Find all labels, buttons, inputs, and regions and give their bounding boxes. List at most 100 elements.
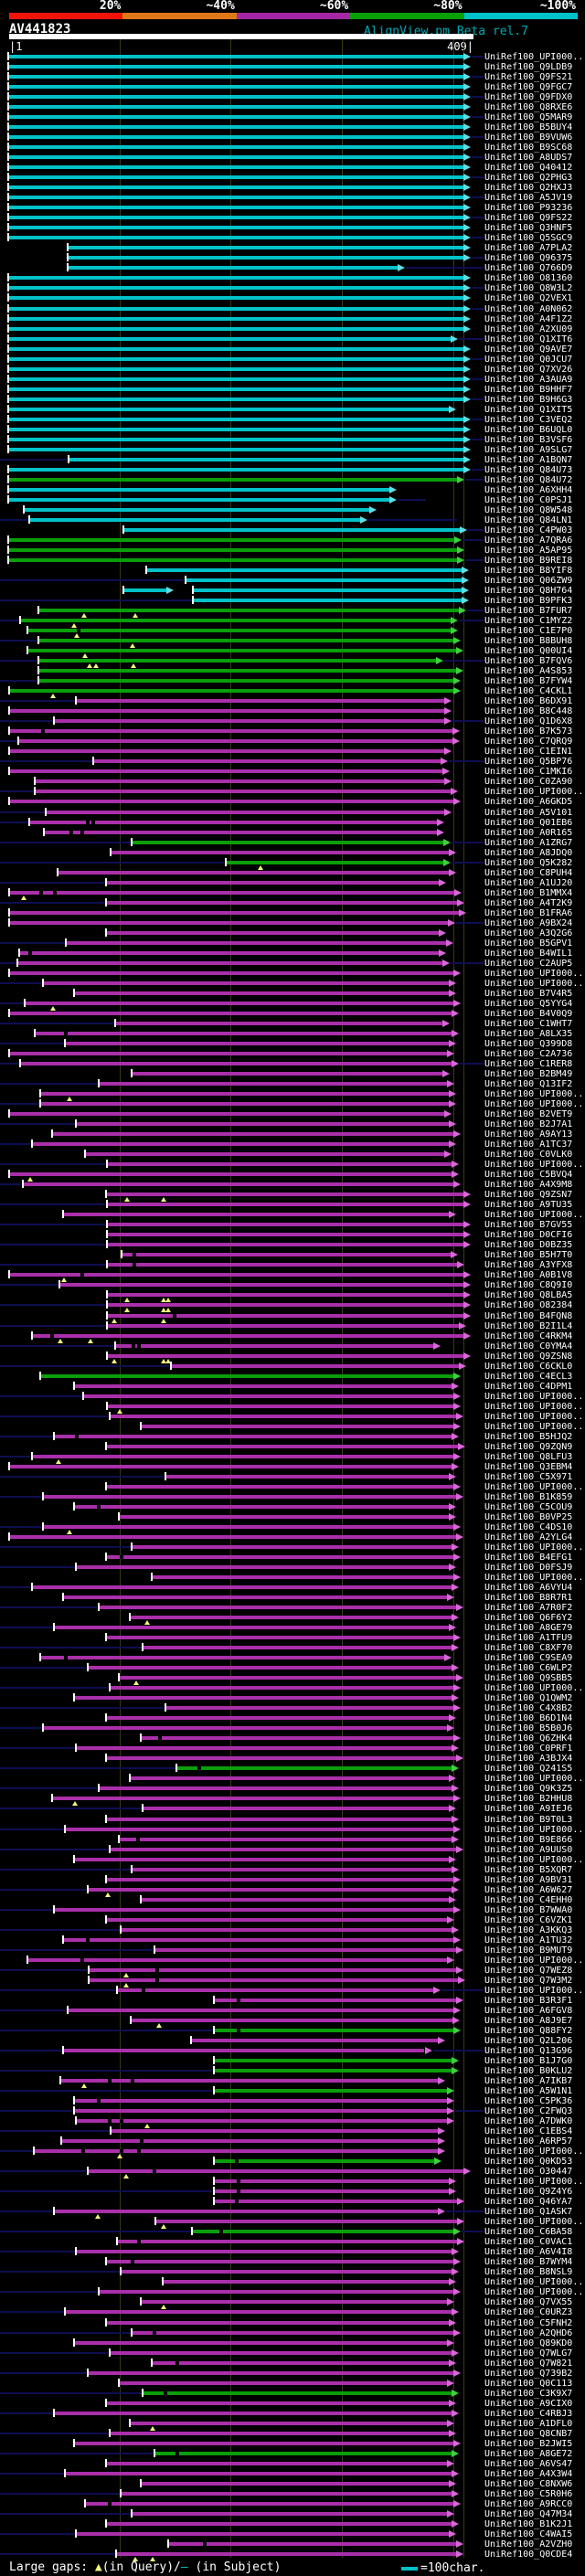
subject-label[interactable]: UniRef100_Q8W548: [484, 505, 573, 515]
subject-label[interactable]: UniRef100_C1RER8: [484, 1059, 573, 1069]
subject-label[interactable]: UniRef100_A1DFL0: [484, 2419, 573, 2429]
subject-label[interactable]: UniRef100_B0VP25: [484, 1512, 573, 1522]
subject-label[interactable]: UniRef100_Q13G96: [484, 2046, 573, 2056]
subject-label[interactable]: UniRef100_UPI000..: [484, 1986, 584, 1996]
subject-label[interactable]: UniRef100_C6WLP2: [484, 1663, 573, 1673]
subject-label[interactable]: UniRef100_Q9FS22: [484, 213, 573, 223]
subject-label[interactable]: UniRef100_C1MKI6: [484, 767, 573, 777]
subject-label[interactable]: UniRef100_C4PW03: [484, 525, 573, 535]
subject-label[interactable]: UniRef100_UPI000..: [484, 1774, 584, 1784]
subject-label[interactable]: UniRef100_B5H7T0: [484, 1250, 573, 1260]
subject-label[interactable]: UniRef100_D0CFI6: [484, 1230, 573, 1240]
subject-label[interactable]: UniRef100_A3YFX8: [484, 1260, 573, 1270]
subject-label[interactable]: UniRef100_B9H6G3: [484, 395, 573, 405]
subject-label[interactable]: UniRef100_UPI000..: [484, 1542, 584, 1553]
subject-label[interactable]: UniRef100_Q40412: [484, 163, 573, 173]
subject-label[interactable]: UniRef100_B5B0J6: [484, 1723, 573, 1733]
subject-label[interactable]: UniRef100_A9CIX0: [484, 2399, 573, 2409]
subject-label[interactable]: UniRef100_B3VSF6: [484, 435, 573, 445]
subject-label[interactable]: UniRef100_B4EFG1: [484, 1553, 573, 1563]
subject-label[interactable]: UniRef100_Q9K3Z5: [484, 1784, 573, 1794]
subject-label[interactable]: UniRef100_C8PUH4: [484, 868, 573, 878]
subject-label[interactable]: UniRef100_C6BA58: [484, 2227, 573, 2237]
subject-label[interactable]: UniRef100_Q6F6Y2: [484, 1613, 573, 1623]
subject-label[interactable]: UniRef100_UPI000..: [484, 2217, 584, 2227]
subject-label[interactable]: UniRef100_A8GE79: [484, 1623, 573, 1633]
subject-label[interactable]: UniRef100_B2BM49: [484, 1069, 573, 1079]
subject-label[interactable]: UniRef100_C2A736: [484, 1049, 573, 1059]
subject-label[interactable]: UniRef100_Q9FDX0: [484, 92, 573, 102]
subject-label[interactable]: UniRef100_Q1D6X8: [484, 716, 573, 726]
subject-label[interactable]: UniRef100_B8C448: [484, 706, 573, 716]
subject-label[interactable]: UniRef100_C5BVQ4: [484, 1170, 573, 1180]
subject-label[interactable]: UniRef100_Q8LFU3: [484, 1452, 573, 1462]
subject-label[interactable]: UniRef100_B6D1N4: [484, 1713, 573, 1723]
subject-label[interactable]: UniRef100_B2VET9: [484, 1109, 573, 1119]
subject-label[interactable]: UniRef100_C4RKM4: [484, 1331, 573, 1341]
subject-label[interactable]: UniRef100_Q9ZQN9: [484, 1442, 573, 1452]
subject-label[interactable]: UniRef100_B2JWI5: [484, 2439, 573, 2449]
subject-label[interactable]: UniRef100_Q3EBM4: [484, 1462, 573, 1472]
subject-label[interactable]: UniRef100_C1MYZ2: [484, 616, 573, 626]
subject-label[interactable]: UniRef100_B4FQN8: [484, 1311, 573, 1321]
subject-label[interactable]: UniRef100_Q01EB6: [484, 818, 573, 828]
subject-label[interactable]: UniRef100_UPI000..: [484, 1573, 584, 1583]
subject-label[interactable]: UniRef100_B2HHU8: [484, 1794, 573, 1804]
subject-label[interactable]: UniRef100_Q5SGC9: [484, 233, 573, 243]
subject-label[interactable]: UniRef100_A3KKQ3: [484, 1925, 573, 1935]
subject-label[interactable]: UniRef100_Q84U73: [484, 465, 573, 475]
subject-label[interactable]: UniRef100_A9UUS0: [484, 1845, 573, 1855]
subject-label[interactable]: UniRef100_B1FRA6: [484, 908, 573, 918]
subject-label[interactable]: UniRef100_Q00UI4: [484, 646, 573, 656]
subject-label[interactable]: UniRef100_C0YMA4: [484, 1341, 573, 1352]
subject-label[interactable]: UniRef100_Q739B2: [484, 2369, 573, 2379]
subject-label[interactable]: UniRef100_B1K859: [484, 1492, 573, 1502]
subject-label[interactable]: UniRef100_Q7W3M2: [484, 1976, 573, 1986]
subject-label[interactable]: UniRef100_C3K9X7: [484, 2389, 573, 2399]
subject-label[interactable]: UniRef100_C5X971: [484, 1472, 573, 1482]
subject-label[interactable]: UniRef100_Q7W821: [484, 2359, 573, 2369]
subject-label[interactable]: UniRef100_A7IKB7: [484, 2076, 573, 2086]
subject-label[interactable]: UniRef100_C2FWQ3: [484, 2106, 573, 2116]
subject-label[interactable]: UniRef100_Q241S5: [484, 1764, 573, 1774]
subject-label[interactable]: UniRef100_Q8LBA5: [484, 1290, 573, 1300]
subject-label[interactable]: UniRef100_C4CKL1: [484, 686, 573, 696]
subject-label[interactable]: UniRef100_C4X8B2: [484, 1703, 573, 1713]
subject-label[interactable]: UniRef100_B2I1L4: [484, 1321, 573, 1331]
subject-label[interactable]: UniRef100_B8YIF8: [484, 566, 573, 576]
subject-label[interactable]: UniRef100_A9BX24: [484, 918, 573, 928]
subject-label[interactable]: UniRef100_O81360: [484, 273, 573, 283]
subject-label[interactable]: UniRef100_A9BV31: [484, 1875, 573, 1885]
subject-label[interactable]: UniRef100_B9T0L3: [484, 1815, 573, 1825]
subject-label[interactable]: UniRef100_B1J7G0: [484, 2056, 573, 2066]
subject-label[interactable]: UniRef100_UPI000..: [484, 1210, 584, 1220]
subject-label[interactable]: UniRef100_Q2VEX1: [484, 293, 573, 303]
subject-label[interactable]: UniRef100_UPI000..: [484, 2177, 584, 2187]
subject-label[interactable]: UniRef100_B2J7A1: [484, 1119, 573, 1129]
subject-label[interactable]: UniRef100_Q766D9: [484, 263, 573, 273]
subject-label[interactable]: UniRef100_A1TC37: [484, 1140, 573, 1150]
subject-label[interactable]: UniRef100_C4DS10: [484, 1522, 573, 1532]
subject-label[interactable]: UniRef100_B7WYM4: [484, 2257, 573, 2267]
subject-label[interactable]: UniRef100_C4EHH0: [484, 1895, 573, 1905]
subject-label[interactable]: UniRef100_Q7WLG7: [484, 2348, 573, 2359]
subject-label[interactable]: UniRef100_UPI000..: [484, 2147, 584, 2157]
subject-label[interactable]: UniRef100_Q2L206: [484, 2036, 573, 2046]
subject-label[interactable]: UniRef100_Q1QWM2: [484, 1693, 573, 1703]
subject-label[interactable]: UniRef100_Q9ZSN8: [484, 1352, 573, 1362]
subject-label[interactable]: UniRef100_A7R0F2: [484, 1603, 573, 1613]
subject-label[interactable]: UniRef100_Q5K282: [484, 858, 573, 868]
subject-label[interactable]: UniRef100_B9HHF7: [484, 385, 573, 395]
subject-label[interactable]: UniRef100_C6VZK1: [484, 1915, 573, 1925]
subject-label[interactable]: UniRef100_O82384: [484, 1300, 573, 1310]
subject-label[interactable]: UniRef100_C2AUP5: [484, 959, 573, 969]
subject-label[interactable]: UniRef100_C5COU9: [484, 1502, 573, 1512]
subject-label[interactable]: UniRef100_B9E866: [484, 1835, 573, 1845]
subject-label[interactable]: UniRef100_Q0JCU7: [484, 355, 573, 365]
subject-label[interactable]: UniRef100_B7FQV6: [484, 656, 573, 666]
subject-label[interactable]: UniRef100_Q0C113: [484, 2379, 573, 2389]
subject-label[interactable]: UniRef100_B5GPV1: [484, 938, 573, 949]
subject-label[interactable]: UniRef100_Q7XV26: [484, 365, 573, 375]
subject-label[interactable]: UniRef100_UPI000..: [484, 969, 584, 979]
subject-label[interactable]: UniRef100_UPI000..: [484, 1956, 584, 1966]
